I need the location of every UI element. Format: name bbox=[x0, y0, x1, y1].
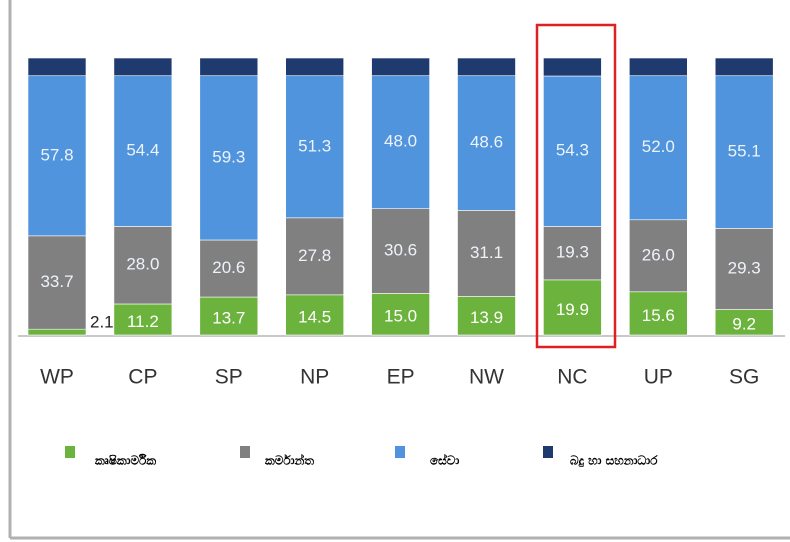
bar-segment bbox=[199, 57, 259, 77]
x-tick-label: WP bbox=[40, 366, 74, 389]
highlight-box bbox=[535, 23, 617, 349]
value-label: 54.4 bbox=[126, 141, 159, 160]
value-label: 11.2 bbox=[127, 312, 159, 331]
bar-segment bbox=[199, 296, 259, 336]
value-label: 33.7 bbox=[40, 272, 73, 291]
value-label: 13.9 bbox=[470, 308, 503, 327]
value-label: 48.6 bbox=[470, 133, 503, 152]
value-label: 26.0 bbox=[642, 245, 675, 264]
bar-segment bbox=[285, 75, 345, 219]
x-tick-label: UP bbox=[644, 366, 673, 389]
x-tick-label: NP bbox=[300, 366, 329, 389]
bar-segment bbox=[27, 57, 87, 77]
value-label: 54.3 bbox=[556, 141, 589, 160]
legend-swatch bbox=[65, 446, 75, 458]
value-label: 31.1 bbox=[470, 243, 503, 262]
value-label: 48.0 bbox=[384, 132, 417, 151]
bar-segment bbox=[628, 75, 688, 221]
value-label: 2.1 bbox=[90, 312, 114, 331]
value-label: 19.9 bbox=[556, 300, 589, 319]
bar-segment bbox=[285, 57, 345, 77]
value-label: 27.8 bbox=[298, 246, 331, 265]
x-tick-label: EP bbox=[387, 366, 415, 389]
bar-segment bbox=[543, 226, 602, 281]
bar-segment bbox=[199, 239, 259, 298]
value-label: 55.1 bbox=[728, 142, 761, 161]
bar-segment bbox=[628, 57, 688, 77]
legend-swatch bbox=[395, 446, 405, 458]
value-label: 59.3 bbox=[212, 147, 245, 166]
bar-segment bbox=[543, 279, 602, 336]
value-label: 13.7 bbox=[212, 309, 245, 328]
bar-segment bbox=[27, 75, 87, 237]
bar-segment bbox=[113, 303, 173, 336]
bar-segment bbox=[457, 75, 516, 211]
x-tick-label: CP bbox=[128, 366, 157, 389]
bar-segment bbox=[371, 57, 430, 77]
bar-segment bbox=[371, 75, 430, 209]
value-label: 20.6 bbox=[212, 258, 245, 277]
legend-label: කර්මාන්ත bbox=[264, 453, 314, 467]
value-label: 14.5 bbox=[298, 307, 331, 326]
bar-segment bbox=[27, 328, 87, 336]
bar-segment bbox=[628, 291, 688, 336]
value-label: 15.0 bbox=[384, 307, 417, 326]
bar-segment bbox=[457, 210, 516, 297]
bar-segment bbox=[285, 217, 345, 296]
legend-label: සේවා bbox=[430, 453, 459, 467]
bar-segment bbox=[714, 228, 774, 310]
bar-segment bbox=[543, 75, 602, 227]
bar-segment bbox=[371, 208, 430, 294]
legend-swatch bbox=[240, 446, 250, 458]
value-label: 51.3 bbox=[298, 136, 331, 155]
value-label: 30.6 bbox=[384, 241, 417, 260]
legend-swatch bbox=[543, 446, 553, 458]
value-label: 9.2 bbox=[732, 315, 756, 334]
x-tick-label: SG bbox=[729, 366, 759, 389]
bar-segment bbox=[628, 219, 688, 293]
x-tick-label: NW bbox=[469, 366, 504, 389]
bar-segment bbox=[543, 57, 602, 77]
value-label: 28.0 bbox=[126, 255, 159, 274]
bar-segment bbox=[371, 293, 430, 336]
bar-segment bbox=[457, 57, 516, 77]
value-label: 19.3 bbox=[556, 243, 589, 262]
value-label: 57.8 bbox=[40, 145, 73, 164]
legend-label: කෘෂිකාර්මික bbox=[94, 453, 156, 468]
value-label: 15.6 bbox=[642, 306, 675, 325]
x-tick-label: NC bbox=[557, 366, 587, 389]
x-tick-label: SP bbox=[215, 366, 243, 389]
bar-segment bbox=[113, 226, 173, 305]
value-label: 52.0 bbox=[642, 137, 675, 156]
bar-segment bbox=[113, 57, 173, 77]
bar-segment bbox=[457, 296, 516, 336]
bar-segment bbox=[113, 75, 173, 227]
legend-label: බදු හා සහනාධාර bbox=[570, 454, 658, 468]
bar-segment bbox=[199, 75, 259, 241]
value-label: 29.3 bbox=[728, 258, 761, 277]
bar-segment bbox=[714, 57, 774, 77]
